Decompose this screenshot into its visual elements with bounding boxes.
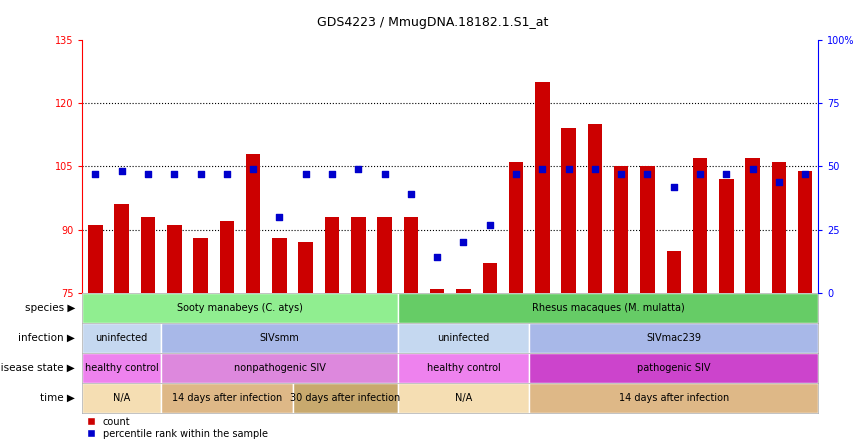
Bar — [114, 204, 129, 293]
Bar — [404, 217, 418, 293]
Text: 30 days after infection: 30 days after infection — [290, 393, 400, 403]
Text: species ▶: species ▶ — [24, 303, 74, 313]
Bar — [88, 226, 103, 293]
Bar — [378, 217, 391, 293]
Bar — [798, 170, 812, 293]
Bar — [529, 323, 818, 353]
Bar — [397, 293, 818, 323]
Text: SIVsmm: SIVsmm — [260, 333, 300, 343]
Bar — [693, 158, 708, 293]
Point — [483, 221, 497, 228]
Bar — [351, 217, 365, 293]
Text: SIVmac239: SIVmac239 — [646, 333, 701, 343]
Bar — [161, 323, 397, 353]
Bar — [640, 166, 655, 293]
Bar — [246, 154, 261, 293]
Bar — [141, 217, 155, 293]
Bar — [220, 221, 234, 293]
Point — [141, 170, 155, 178]
Bar — [614, 166, 629, 293]
Bar — [482, 263, 497, 293]
Bar — [772, 162, 786, 293]
Bar — [161, 353, 397, 383]
Bar — [193, 238, 208, 293]
Text: Rhesus macaques (M. mulatta): Rhesus macaques (M. mulatta) — [532, 303, 684, 313]
Point — [667, 183, 681, 190]
Bar — [397, 323, 529, 353]
Text: N/A: N/A — [113, 393, 130, 403]
Point — [798, 170, 812, 178]
Bar — [299, 242, 313, 293]
Point — [404, 190, 417, 198]
Bar — [561, 128, 576, 293]
Point — [614, 170, 628, 178]
Point — [693, 170, 707, 178]
Bar — [397, 383, 529, 413]
Bar — [167, 226, 182, 293]
Bar — [82, 383, 161, 413]
Bar — [667, 251, 681, 293]
Bar — [82, 323, 161, 353]
Point — [562, 165, 576, 172]
Bar — [746, 158, 759, 293]
Text: disease state ▶: disease state ▶ — [0, 363, 74, 373]
Text: 14 days after infection: 14 days after infection — [618, 393, 729, 403]
Text: uninfected: uninfected — [437, 333, 489, 343]
Point — [299, 170, 313, 178]
Point — [456, 239, 470, 246]
Point — [430, 254, 444, 261]
Bar — [272, 238, 287, 293]
Point — [509, 170, 523, 178]
Text: healthy control: healthy control — [427, 363, 501, 373]
Bar — [588, 124, 602, 293]
Text: 14 days after infection: 14 days after infection — [171, 393, 282, 403]
Point — [772, 178, 785, 185]
Point — [115, 168, 129, 175]
Point — [352, 165, 365, 172]
Text: time ▶: time ▶ — [40, 393, 74, 403]
Text: Sooty manabeys (C. atys): Sooty manabeys (C. atys) — [177, 303, 303, 313]
Point — [167, 170, 181, 178]
Bar — [293, 383, 397, 413]
Point — [220, 170, 234, 178]
Legend: count, percentile rank within the sample: count, percentile rank within the sample — [87, 417, 268, 439]
Bar — [509, 162, 523, 293]
Bar — [529, 383, 818, 413]
Text: healthy control: healthy control — [85, 363, 158, 373]
Point — [588, 165, 602, 172]
Bar — [397, 353, 529, 383]
Bar — [161, 383, 293, 413]
Point — [720, 170, 734, 178]
Text: infection ▶: infection ▶ — [18, 333, 74, 343]
Text: GDS4223 / MmugDNA.18182.1.S1_at: GDS4223 / MmugDNA.18182.1.S1_at — [317, 16, 549, 28]
Point — [88, 170, 102, 178]
Bar — [529, 353, 818, 383]
Bar — [82, 353, 161, 383]
Point — [325, 170, 339, 178]
Text: nonpathogenic SIV: nonpathogenic SIV — [234, 363, 326, 373]
Bar — [456, 289, 471, 293]
Text: pathogenic SIV: pathogenic SIV — [637, 363, 710, 373]
Point — [378, 170, 391, 178]
Bar — [535, 82, 550, 293]
Point — [746, 165, 759, 172]
Point — [535, 165, 549, 172]
Point — [194, 170, 208, 178]
Bar — [325, 217, 339, 293]
Point — [273, 214, 287, 221]
Bar — [430, 289, 444, 293]
Text: uninfected: uninfected — [95, 333, 148, 343]
Bar — [719, 179, 734, 293]
Bar — [82, 293, 397, 323]
Point — [246, 165, 260, 172]
Text: N/A: N/A — [455, 393, 472, 403]
Point — [641, 170, 655, 178]
